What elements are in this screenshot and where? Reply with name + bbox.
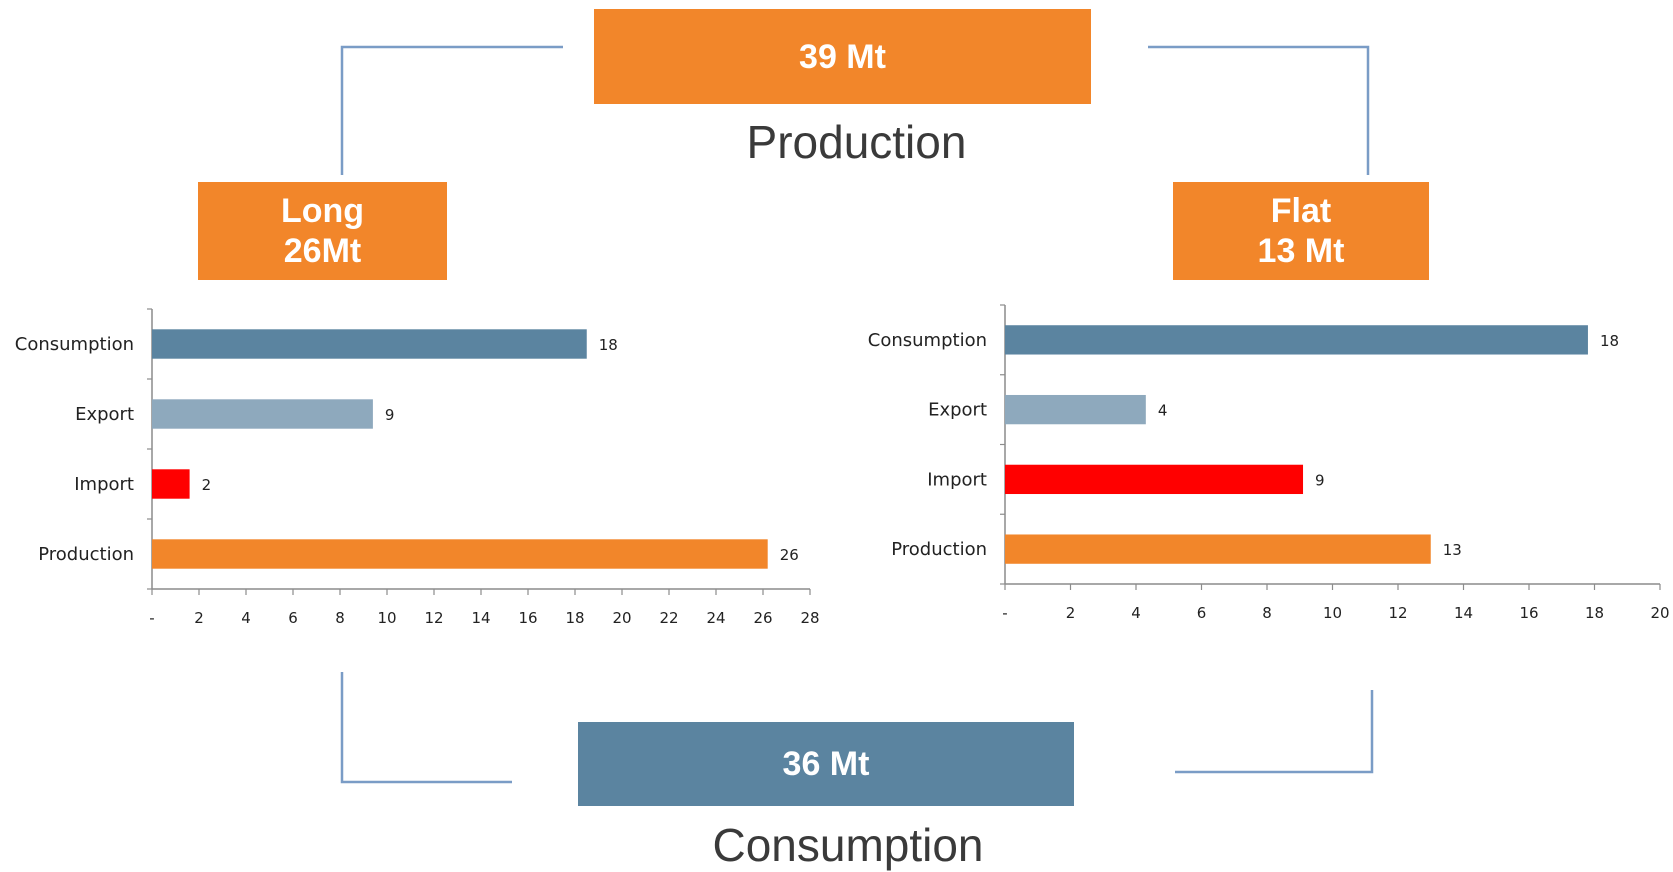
bar-import — [152, 469, 190, 499]
bar-consumption — [152, 329, 587, 359]
x-tick-label: 14 — [471, 609, 490, 627]
consumption-total-box: 36 Mt — [578, 722, 1074, 806]
category-label: Export — [75, 404, 134, 425]
x-tick-label: 14 — [1454, 604, 1473, 622]
connector-top-right — [1148, 45, 1370, 175]
consumption-total-value: 36 Mt — [782, 745, 870, 783]
bar-production — [1005, 534, 1431, 564]
bar-export — [152, 399, 373, 429]
x-tick-label: 16 — [1519, 604, 1538, 622]
x-tick-label: 26 — [753, 609, 772, 627]
category-label: Consumption — [868, 330, 987, 351]
x-tick-label: 4 — [241, 609, 251, 627]
flat-box-label: Flat — [1270, 192, 1332, 230]
x-tick-label: 8 — [335, 609, 345, 627]
connector-top-left — [340, 45, 563, 175]
category-label: Import — [927, 469, 987, 490]
category-label: Import — [74, 474, 134, 495]
x-tick-label: 6 — [288, 609, 298, 627]
data-label: 9 — [1315, 471, 1325, 489]
x-tick-label: 18 — [565, 609, 584, 627]
data-label: 4 — [1158, 402, 1168, 420]
data-label: 18 — [599, 336, 618, 354]
category-label: Export — [928, 400, 987, 421]
x-tick-label: - — [1002, 604, 1007, 622]
x-tick-label: 12 — [1388, 604, 1407, 622]
flat-bar-chart: - 2 4 6 8 10 12 14 16 18 20 Consumption 18 Export 4 Imp… — [868, 304, 1670, 622]
x-tick-label: 20 — [1650, 604, 1669, 622]
production-caption: Production — [746, 116, 967, 168]
bar-consumption — [1005, 325, 1588, 355]
x-tick-label: 2 — [1066, 604, 1076, 622]
x-tick-label: 12 — [424, 609, 443, 627]
x-tick-label: 24 — [706, 609, 725, 627]
bar-production — [152, 539, 768, 569]
x-tick-label: 2 — [194, 609, 204, 627]
bar-export — [1005, 394, 1146, 425]
production-total-box: 39 Mt — [594, 9, 1091, 104]
x-tick-label: 6 — [1197, 604, 1207, 622]
category-label: Production — [38, 544, 134, 565]
long-box-label: Long — [280, 192, 365, 230]
data-label: 18 — [1600, 332, 1619, 350]
production-total-value: 39 Mt — [799, 37, 886, 76]
category-label: Production — [891, 539, 987, 560]
x-tick-label: 10 — [377, 609, 396, 627]
x-tick-label: 28 — [800, 609, 819, 627]
x-tick-label: 16 — [518, 609, 537, 627]
connector-bottom-right — [1175, 690, 1374, 774]
flat-box-value: 13 Mt — [1257, 232, 1345, 270]
consumption-caption: Consumption — [712, 819, 984, 871]
x-tick-label: - — [149, 609, 154, 627]
data-label: 9 — [385, 406, 395, 424]
x-tick-label: 20 — [612, 609, 631, 627]
x-tick-label: 8 — [1262, 604, 1272, 622]
x-tick-label: 10 — [1323, 604, 1342, 622]
bar-import — [1005, 464, 1304, 495]
x-tick-label: 22 — [659, 609, 678, 627]
x-tick-label: 4 — [1131, 604, 1141, 622]
category-label: Consumption — [15, 334, 134, 355]
long-box-value: 26Mt — [283, 232, 362, 270]
data-label: 13 — [1443, 541, 1462, 559]
connector-bottom-left — [340, 672, 512, 784]
x-tick-label: 18 — [1585, 604, 1604, 622]
data-label: 26 — [780, 546, 799, 564]
long-box: Long 26Mt — [198, 182, 447, 280]
data-label: 2 — [202, 476, 212, 494]
flat-box: Flat 13 Mt — [1173, 182, 1429, 280]
